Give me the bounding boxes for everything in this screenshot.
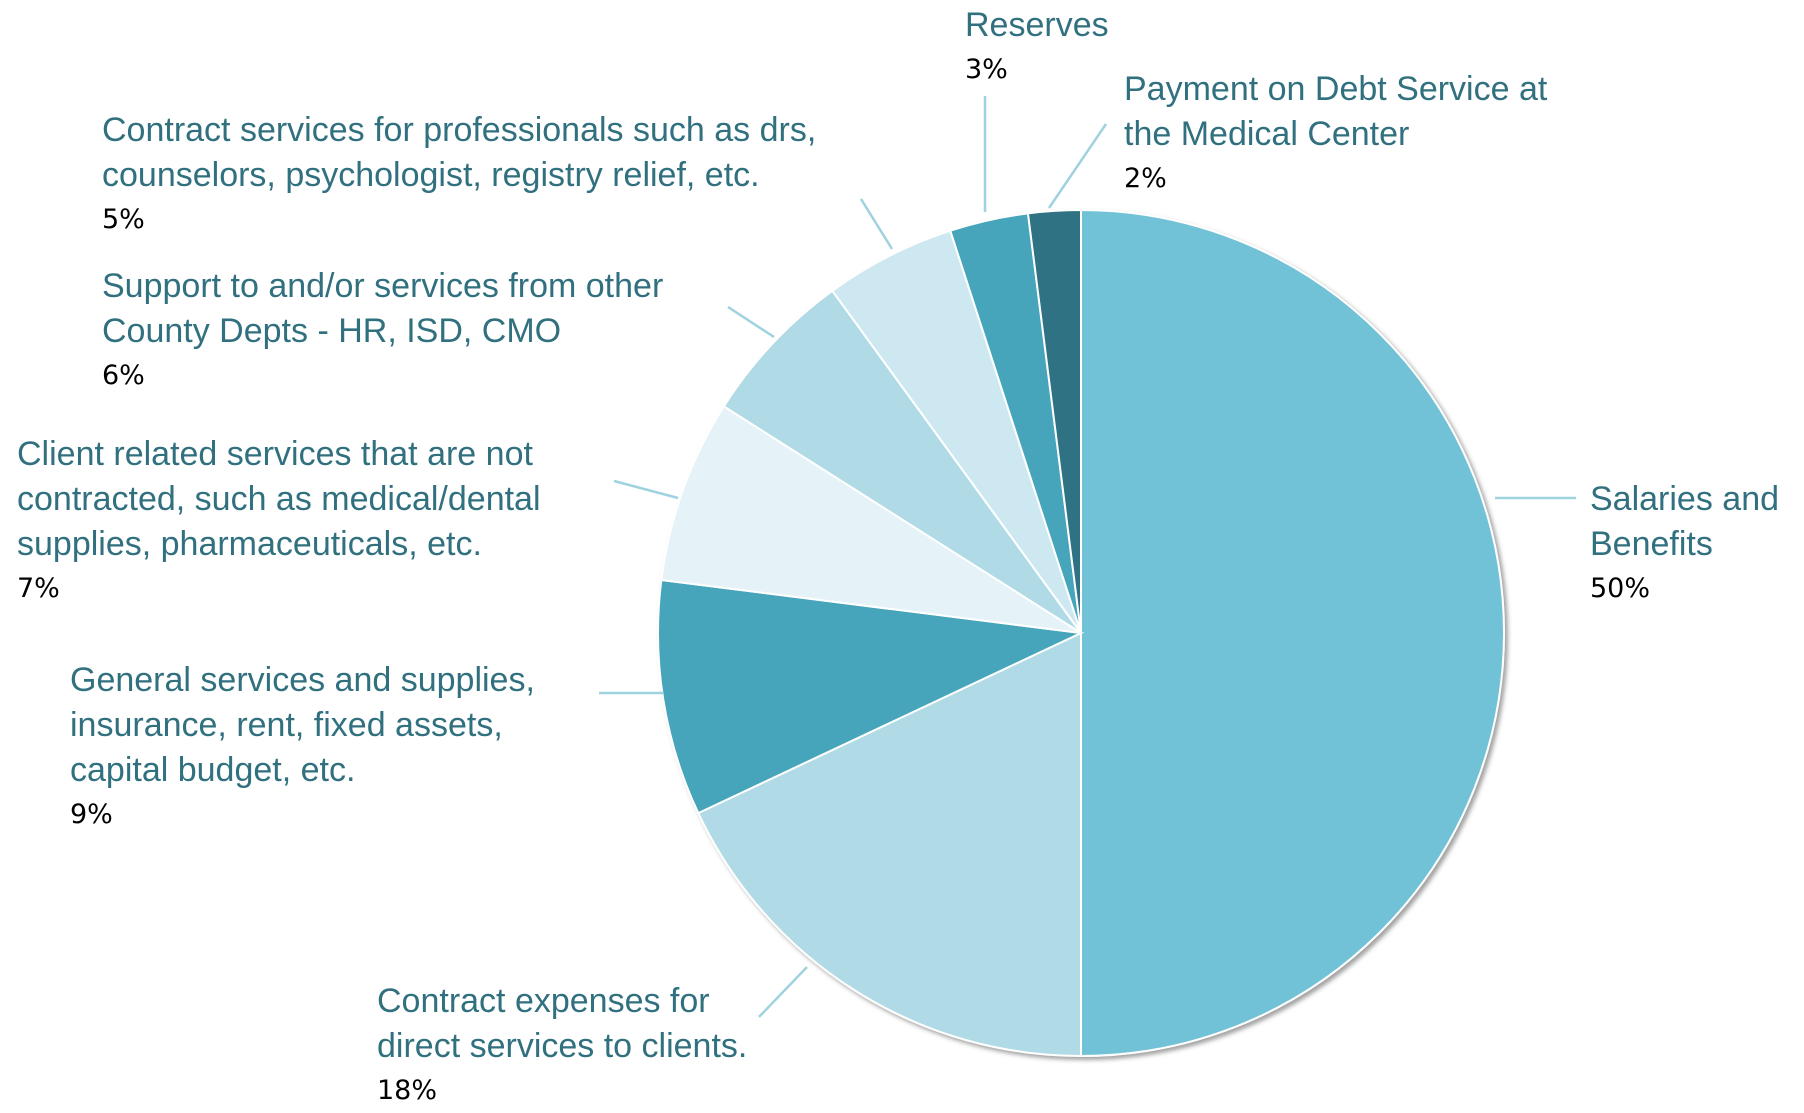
category-name: General services and supplies, insurance… xyxy=(70,661,535,789)
leader-line xyxy=(859,198,894,250)
slice-label: Salaries and Benefits 50% xyxy=(1590,477,1779,611)
value-label: 18% xyxy=(377,1075,438,1106)
pie-slice xyxy=(660,404,1082,634)
slice-label: Reserves 3% xyxy=(965,3,1109,92)
value-label: 9% xyxy=(70,799,113,830)
value-label: 6% xyxy=(102,360,145,391)
leader-line xyxy=(613,479,679,500)
leader-line xyxy=(727,305,775,339)
category-name: Support to and/or services from other Co… xyxy=(102,267,664,350)
category-name: Contract expenses for direct services to… xyxy=(377,982,748,1065)
slice-label: Client related services that are not con… xyxy=(17,432,541,611)
category-name: Payment on Debt Service at the Medical C… xyxy=(1124,70,1548,153)
pie-slice xyxy=(696,631,1082,1058)
pie-slice xyxy=(657,578,1085,815)
pie-slice xyxy=(1080,208,1505,1058)
slice-label: Support to and/or services from other Co… xyxy=(102,264,663,398)
category-name: Client related services that are not con… xyxy=(17,435,541,563)
pie-slice xyxy=(722,289,1082,634)
slice-label: Contract expenses for direct services to… xyxy=(377,979,747,1113)
leader-line xyxy=(1047,123,1108,209)
pie-slice xyxy=(1026,208,1082,634)
slice-label: Contract services for professionals such… xyxy=(102,108,816,242)
value-label: 2% xyxy=(1124,163,1167,194)
category-name: Reserves xyxy=(965,6,1109,44)
pie xyxy=(657,208,1505,1058)
value-label: 50% xyxy=(1590,573,1651,604)
category-name: Salaries and Benefits xyxy=(1590,480,1780,563)
category-name: Contract services for professionals such… xyxy=(102,111,817,194)
leader-line xyxy=(758,966,808,1018)
value-label: 5% xyxy=(102,204,145,235)
value-label: 7% xyxy=(17,573,60,604)
slice-label: Payment on Debt Service at the Medical C… xyxy=(1124,67,1547,201)
slice-label: General services and supplies, insurance… xyxy=(70,658,535,837)
value-label: 3% xyxy=(965,54,1008,85)
